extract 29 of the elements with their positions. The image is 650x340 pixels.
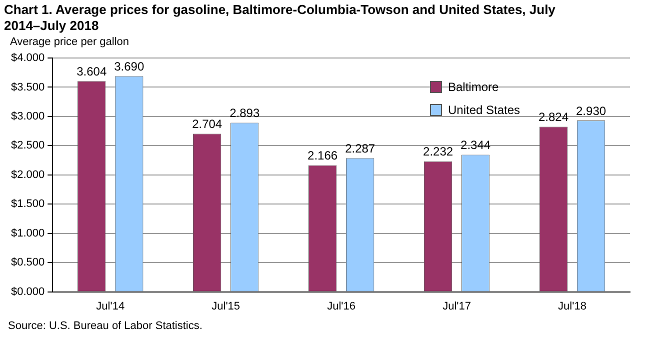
x-tick-label: Jul'17 xyxy=(442,300,471,312)
data-label: 2.930 xyxy=(576,104,606,118)
y-tick-label: $0.000 xyxy=(10,286,45,298)
data-label: 2.287 xyxy=(345,141,376,156)
data-label: 2.166 xyxy=(308,148,338,163)
y-tick-label: $1.500 xyxy=(10,198,45,210)
chart-title: Chart 1. Average prices for gasoline, Baltimore-Columbia-Towson and United States, July 2014–July 2018 xyxy=(4,2,556,34)
x-tick-label: Jul'14 xyxy=(96,300,125,312)
legend-label: Baltimore xyxy=(448,80,499,94)
data-label: 3.690 xyxy=(114,59,144,74)
data-label: 2.824 xyxy=(538,110,569,124)
y-tick-label: $4.000 xyxy=(10,52,45,64)
data-label: 3.604 xyxy=(76,64,107,78)
y-tick-label: $1.000 xyxy=(10,227,45,240)
data-label: 2.704 xyxy=(192,117,222,132)
y-tick-label: $3.000 xyxy=(10,110,45,122)
source-note: Source: U.S. Bureau of Labor Statistics. xyxy=(8,320,202,332)
x-tick-label: Jul'16 xyxy=(327,300,356,312)
x-tick-label: Jul'18 xyxy=(558,300,586,312)
legend-label: United States xyxy=(448,103,520,117)
x-tick-label: Jul'15 xyxy=(212,300,240,312)
y-axis-title: Average price per gallon xyxy=(10,36,130,48)
y-tick-label: $3.500 xyxy=(10,81,45,94)
data-label: 2.344 xyxy=(460,138,491,152)
data-label: 2.893 xyxy=(230,106,260,120)
y-tick-label: $2.000 xyxy=(10,168,45,181)
y-tick-label: $0.500 xyxy=(10,256,45,269)
data-label: 2.232 xyxy=(423,144,454,159)
y-tick-label: $2.500 xyxy=(10,140,45,152)
